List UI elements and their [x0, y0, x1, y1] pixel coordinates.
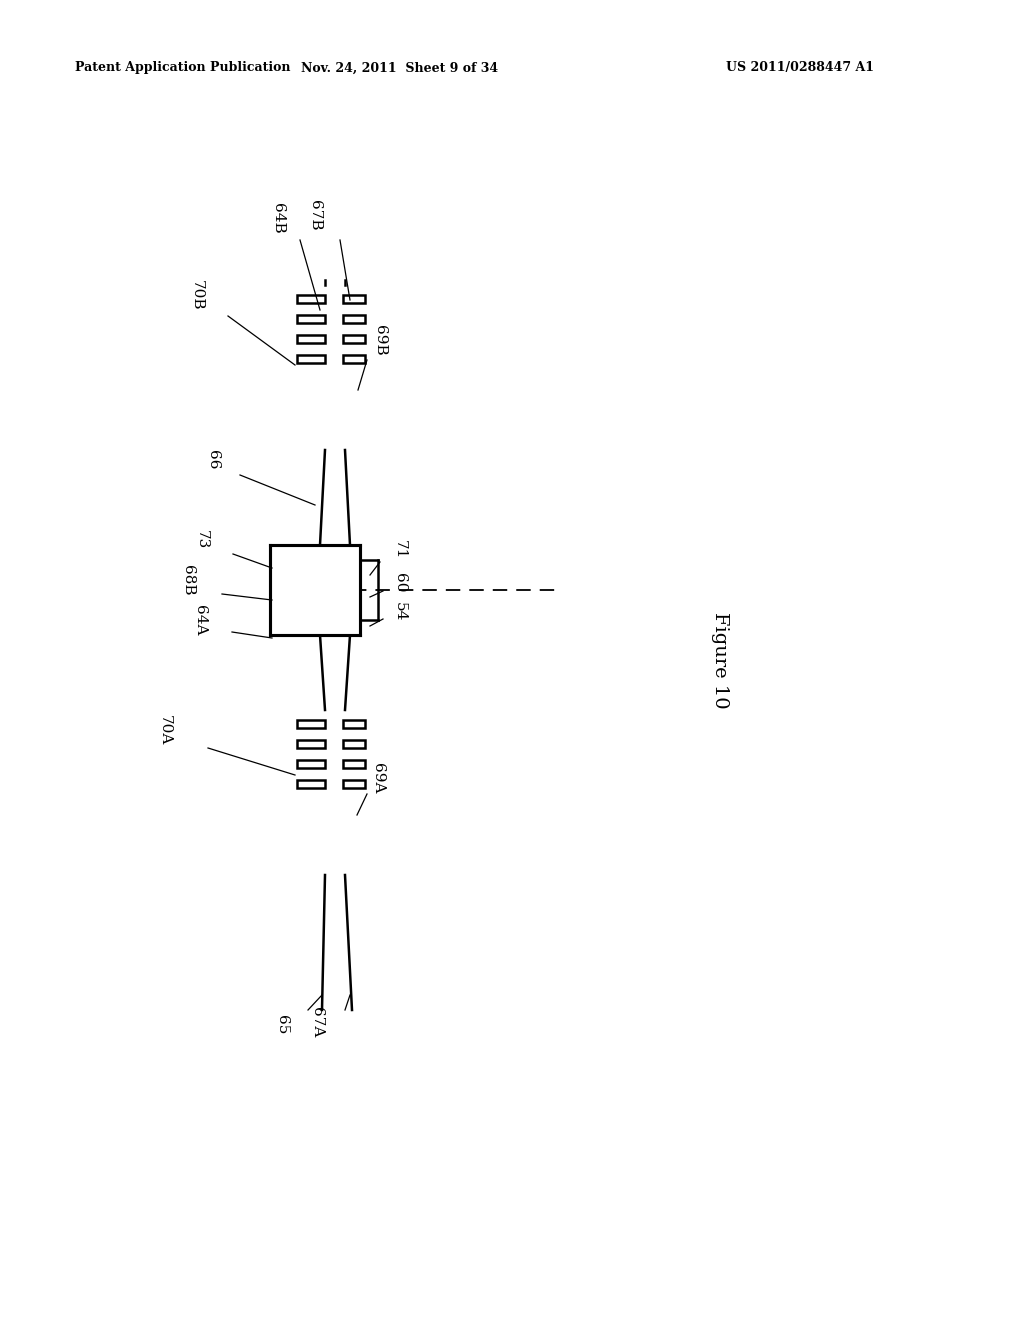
Bar [297, 355, 325, 363]
Bar [343, 355, 365, 363]
Text: Figure 10: Figure 10 [711, 611, 729, 709]
Text: 71: 71 [393, 540, 407, 560]
Bar [343, 780, 365, 788]
Bar [297, 760, 325, 768]
Text: 69B: 69B [373, 325, 387, 355]
Text: 66: 66 [206, 450, 220, 470]
Bar [270, 545, 360, 635]
Text: 70A: 70A [158, 715, 172, 746]
Bar [297, 719, 325, 729]
Text: 60: 60 [393, 573, 407, 593]
Bar [343, 315, 365, 323]
Text: 70B: 70B [190, 280, 204, 310]
Bar [343, 760, 365, 768]
Text: 68B: 68B [181, 565, 195, 595]
Bar [297, 741, 325, 748]
Text: 64A: 64A [193, 605, 207, 635]
Text: 67A: 67A [310, 1007, 324, 1038]
Text: 65: 65 [275, 1015, 289, 1035]
Text: 67B: 67B [308, 199, 322, 230]
Text: 54: 54 [393, 602, 407, 622]
Text: Nov. 24, 2011  Sheet 9 of 34: Nov. 24, 2011 Sheet 9 of 34 [301, 62, 499, 74]
Text: US 2011/0288447 A1: US 2011/0288447 A1 [726, 62, 874, 74]
Text: 69A: 69A [371, 763, 385, 793]
Text: 64B: 64B [271, 203, 285, 234]
Text: Patent Application Publication: Patent Application Publication [75, 62, 291, 74]
Bar [343, 719, 365, 729]
Bar [297, 294, 325, 304]
Bar [297, 780, 325, 788]
Bar [343, 335, 365, 343]
Bar [343, 294, 365, 304]
Text: 73: 73 [195, 531, 209, 549]
Bar [343, 741, 365, 748]
Bar [297, 315, 325, 323]
Bar [297, 335, 325, 343]
